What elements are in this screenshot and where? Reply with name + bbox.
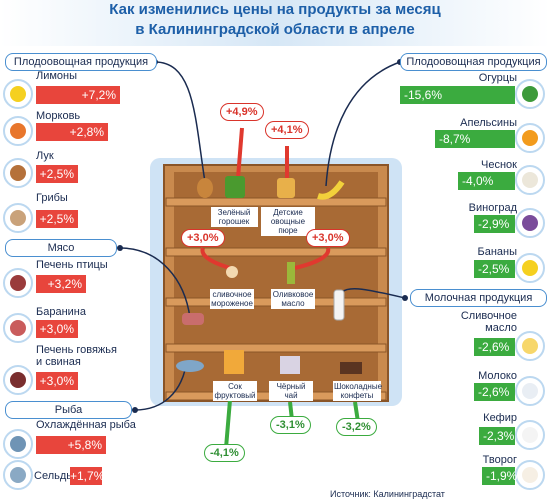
- item-name: Бананы: [477, 246, 517, 258]
- change-bubble: -3,1%: [270, 416, 311, 434]
- product-icon: [3, 158, 33, 188]
- change-bar: -2,3%: [479, 427, 515, 445]
- shelf-label: сливочное мороженое: [210, 289, 254, 309]
- item-name: Огурцы: [478, 72, 517, 84]
- product-icon: [3, 203, 33, 233]
- product-icon: [515, 79, 545, 109]
- item-name: Виноград: [468, 202, 517, 214]
- change-bar: +1,7%: [70, 467, 105, 485]
- change-bar: -2,6%: [474, 383, 515, 401]
- change-bubble: -3,2%: [336, 418, 377, 436]
- item-name: Творог: [482, 454, 517, 466]
- change-bubble: +3,0%: [181, 229, 225, 247]
- item-name: Морковь: [36, 110, 81, 122]
- item-name: Лук: [36, 150, 54, 162]
- product-icon: [3, 116, 33, 146]
- group-heading: Мясо: [5, 239, 117, 257]
- change-bar: -8,7%: [435, 130, 515, 148]
- item-name: Лимоны: [36, 70, 78, 82]
- change-bar: +3,0%: [36, 372, 78, 390]
- product-icon: [515, 208, 545, 238]
- products: [176, 176, 362, 374]
- change-bar: +3,2%: [36, 275, 86, 293]
- product-icon: [515, 123, 545, 153]
- change-bar: +7,2%: [36, 86, 120, 104]
- change-bubble: -4,1%: [204, 444, 245, 462]
- item-name: Печень птицы: [36, 259, 108, 271]
- product-icon: [515, 376, 545, 406]
- group-heading: Рыба: [5, 401, 132, 419]
- change-bar: +5,8%: [36, 436, 106, 454]
- item-name: Молоко: [478, 370, 517, 382]
- item-name: Чеснок: [481, 159, 517, 171]
- item-name: Баранина: [36, 306, 86, 318]
- shelf-label: Оливковое масло: [271, 289, 315, 309]
- title-band: [0, 0, 550, 46]
- change-bubble: +3,0%: [306, 229, 350, 247]
- item-name: Сельдь: [34, 470, 72, 482]
- product-icon: [3, 365, 33, 395]
- change-bar: -4,0%: [458, 172, 515, 190]
- arrows: [200, 127, 360, 449]
- item-name: Сливочное масло: [460, 310, 517, 334]
- change-bar: +2,8%: [36, 123, 108, 141]
- product-icon: [3, 429, 33, 459]
- title-line: в Калининградской области в апреле: [135, 21, 415, 38]
- source: Источник: Калининградстат: [330, 489, 445, 499]
- product-icon: [3, 79, 33, 109]
- shelf-label: Сок фруктовый: [213, 381, 257, 401]
- connectors: [119, 61, 406, 411]
- change-bar: +3,0%: [36, 320, 78, 338]
- product-icon: [515, 331, 545, 361]
- change-bar: +2,5%: [36, 165, 78, 183]
- change-bubble: +4,9%: [220, 103, 264, 121]
- change-bar: -2,9%: [474, 215, 515, 233]
- product-icon: [515, 420, 545, 450]
- product-icon: [3, 460, 33, 490]
- item-name: Апельсины: [460, 117, 517, 129]
- group-heading: Молочная продукция: [410, 289, 547, 307]
- change-bar: -15,6%: [400, 86, 515, 104]
- shelf-label: Детские овощные пюре: [261, 207, 315, 236]
- item-name: Грибы: [36, 192, 68, 204]
- item-name: Кефир: [483, 412, 517, 424]
- icons: [3, 79, 545, 490]
- change-bubble: +4,1%: [265, 121, 309, 139]
- shelf-label: Шоколадные конфеты: [333, 381, 383, 401]
- product-icon: [515, 165, 545, 195]
- group-heading: Плодоовощная продукция: [400, 53, 547, 71]
- shelf-label: Зелёный горошек: [210, 207, 258, 227]
- product-icon: [515, 253, 545, 283]
- change-bar: -2,6%: [474, 338, 515, 356]
- change-bar: -2,5%: [474, 260, 515, 278]
- change-bar: +2,5%: [36, 210, 78, 228]
- item-name: Охлаждённая рыба: [36, 419, 136, 431]
- group-heading: Плодоовощная продукция: [5, 53, 157, 71]
- title-line: Как изменились цены на продукты за месяц: [109, 1, 441, 18]
- product-icon: [3, 313, 33, 343]
- product-icon: [515, 460, 545, 490]
- change-bar: -1,9%: [482, 467, 517, 485]
- shelf-label: Чёрный чай: [269, 381, 313, 401]
- item-name: Печень говяжья и свиная: [36, 344, 117, 368]
- product-icon: [3, 268, 33, 298]
